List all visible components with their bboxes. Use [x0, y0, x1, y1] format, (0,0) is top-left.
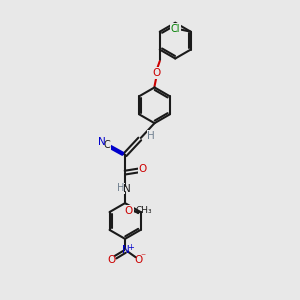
Text: CH₃: CH₃ — [136, 206, 152, 215]
Text: O: O — [139, 164, 147, 175]
Text: C: C — [103, 140, 110, 150]
Text: O: O — [124, 206, 133, 216]
Text: N: N — [122, 245, 130, 255]
Text: ⁻: ⁻ — [141, 252, 146, 262]
Text: H: H — [117, 183, 124, 194]
Text: H: H — [148, 131, 155, 141]
Text: Cl: Cl — [171, 23, 180, 34]
Text: +: + — [128, 243, 134, 252]
Text: O: O — [152, 68, 161, 78]
Text: O: O — [108, 255, 116, 265]
Text: N: N — [123, 184, 131, 194]
Text: O: O — [135, 255, 143, 265]
Text: N: N — [98, 137, 106, 147]
